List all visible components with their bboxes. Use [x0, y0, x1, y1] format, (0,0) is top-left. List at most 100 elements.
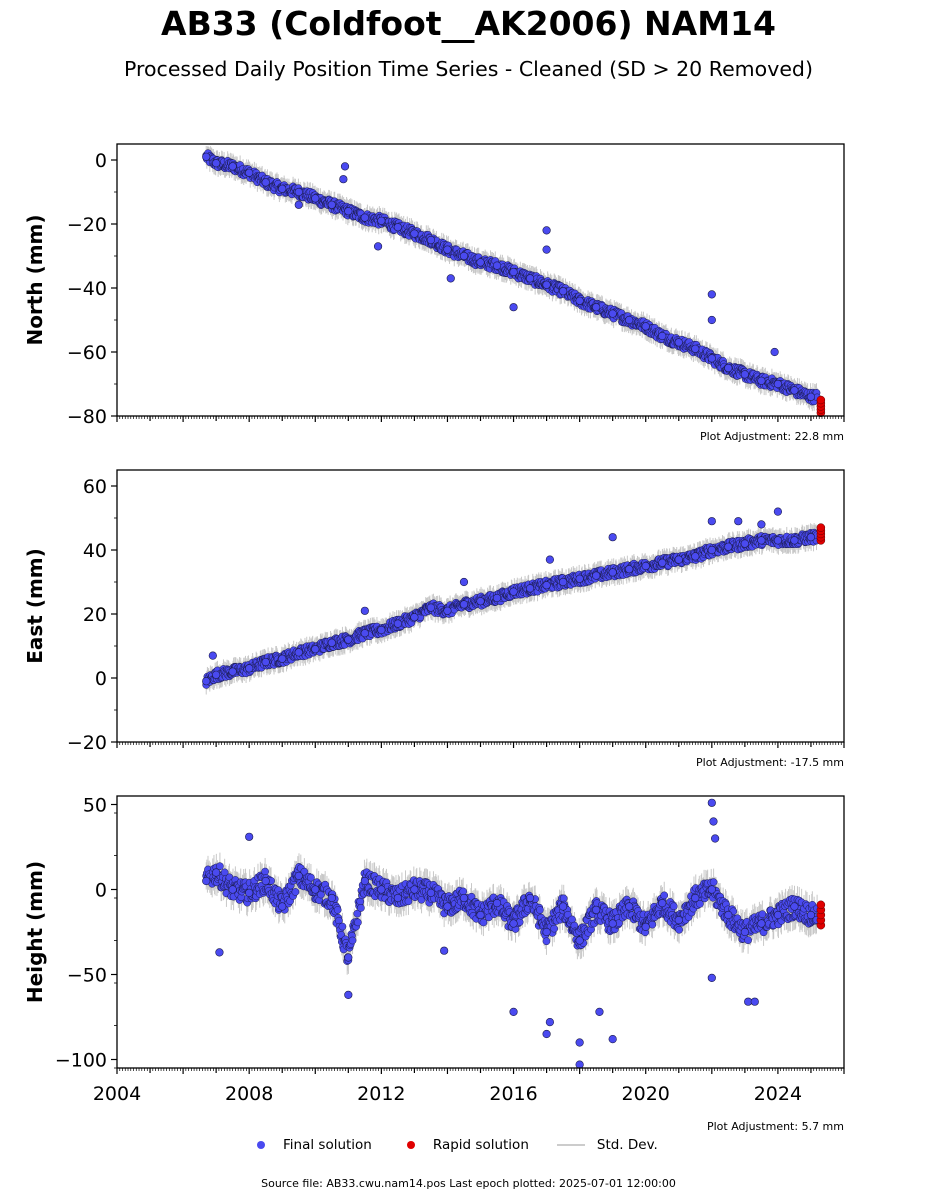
final-solution-point: [261, 178, 270, 187]
final-solution-point: [393, 223, 402, 232]
outlier-point: [773, 507, 783, 516]
outlier-point: [757, 520, 766, 529]
final-solution-point: [492, 593, 502, 603]
outlier-point: [545, 555, 554, 564]
final-solution-point: [592, 303, 601, 312]
final-solution-point: [245, 168, 254, 177]
plot-adjustment-label: Plot Adjustment: -17.5 mm: [696, 756, 844, 769]
final-solution-point: [625, 315, 634, 325]
final-solution-point: [724, 363, 733, 373]
final-solution-point: [476, 258, 485, 267]
chart-subtitle: Processed Daily Position Time Series - C…: [124, 57, 813, 81]
outlier-point: [340, 162, 350, 171]
final-solution-point: [773, 379, 783, 389]
final-solution-point: [757, 536, 766, 545]
final-solution-point: [311, 194, 320, 203]
outlier-point: [373, 242, 383, 251]
final-solution-point: [377, 216, 386, 225]
final-solution-point: [278, 654, 287, 663]
final-solution-point: [443, 245, 452, 254]
y-tick-label: −40: [67, 278, 107, 300]
chart-title: AB33 (Coldfoot__AK2006) NAM14: [161, 4, 776, 43]
final-solution-point: [261, 657, 270, 667]
final-solution-point: [459, 600, 469, 609]
final-solution-point: [202, 152, 211, 161]
outlier-point: [360, 606, 369, 615]
final-solution-point: [641, 322, 650, 331]
final-solution-point: [327, 200, 336, 209]
final-solution-point: [294, 648, 303, 657]
outlier-point: [294, 200, 303, 209]
final-solution-point: [228, 162, 237, 171]
rapid-solution-point: [816, 523, 826, 532]
final-solution-point: [525, 274, 535, 283]
final-solution-point: [459, 251, 469, 261]
outlier-point: [770, 347, 779, 357]
final-solution-point: [790, 386, 799, 395]
final-solution-point: [228, 667, 237, 676]
final-solution-point: [360, 629, 369, 638]
final-solution-point: [691, 344, 700, 353]
outlier-point: [608, 533, 617, 542]
outlier-point: [707, 517, 716, 526]
outlier-point: [707, 290, 716, 299]
final-solution-point: [806, 533, 816, 542]
final-solution-point: [542, 280, 551, 289]
final-solution-point: [625, 565, 634, 574]
final-solution-point: [476, 597, 485, 606]
final-solution-point: [674, 338, 683, 347]
y-tick-label: 40: [83, 540, 107, 562]
final-solution-point: [575, 296, 584, 305]
outlier-point: [542, 245, 551, 254]
y-tick-label: −60: [67, 342, 107, 364]
y-axis-label: East (mm): [23, 548, 47, 664]
final-solution-point: [509, 587, 518, 596]
outlier-point: [509, 303, 518, 312]
final-solution-point: [806, 392, 816, 401]
outlier-point: [339, 175, 348, 184]
plot-adjustment-label: Plot Adjustment: 22.8 mm: [700, 430, 844, 443]
outlier-point: [542, 226, 551, 235]
final-solution-point: [707, 354, 716, 363]
final-solution-point: [724, 542, 733, 551]
final-solution-point: [575, 574, 584, 583]
final-solution-point: [740, 539, 749, 548]
outlier-point: [459, 577, 469, 587]
final-solution-point: [525, 584, 535, 593]
final-solution-point: [393, 619, 402, 628]
final-solution-point: [311, 645, 320, 654]
final-solution-point: [492, 261, 502, 270]
final-solution-point: [707, 545, 716, 555]
final-solution-point: [278, 184, 287, 193]
final-solution-point: [674, 555, 683, 564]
y-axis-label: North (mm): [23, 214, 47, 345]
final-solution-point: [426, 235, 436, 245]
y-tick-label: 60: [83, 476, 107, 498]
final-solution-point: [790, 536, 799, 545]
y-tick-label: 0: [95, 668, 107, 690]
final-solution-point: [294, 187, 303, 197]
final-solution-point: [592, 571, 601, 580]
final-solution-point: [641, 561, 650, 571]
y-tick-label: −80: [67, 406, 107, 428]
final-solution-point: [542, 581, 551, 590]
final-solution-point: [691, 552, 700, 561]
final-solution-point: [212, 670, 221, 679]
final-solution-point: [245, 664, 254, 673]
y-tick-label: 0: [95, 150, 107, 172]
final-solution-point: [658, 331, 667, 341]
final-solution-point: [559, 577, 568, 587]
outlier-point: [707, 315, 716, 325]
y-tick-label: −20: [67, 732, 107, 754]
final-solution-point: [360, 213, 369, 222]
final-solution-point: [773, 536, 783, 545]
final-solution-point: [410, 229, 419, 238]
final-solution-point: [509, 267, 518, 277]
final-solution-point: [443, 606, 452, 615]
final-solution-point: [757, 376, 766, 385]
final-solution-point: [426, 603, 436, 612]
final-solution-point: [658, 558, 667, 567]
rapid-solution-point: [816, 395, 826, 405]
final-solution-point: [212, 159, 221, 168]
y-tick-label: 20: [83, 604, 107, 626]
